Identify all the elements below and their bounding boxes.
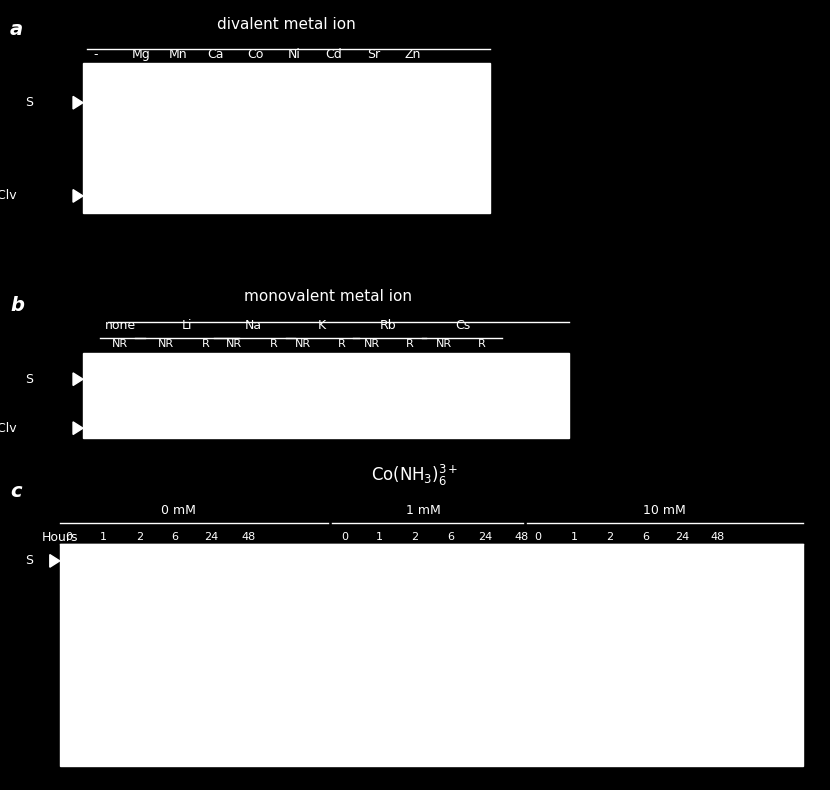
Text: R: R xyxy=(477,339,486,349)
Polygon shape xyxy=(73,190,83,202)
Text: -: - xyxy=(93,48,98,61)
Text: Cs: Cs xyxy=(456,319,471,332)
Text: 2: 2 xyxy=(136,532,143,542)
Text: NR: NR xyxy=(158,339,174,349)
Text: Mn: Mn xyxy=(169,48,188,61)
Text: Na: Na xyxy=(245,319,261,332)
Text: 5’ Clv: 5’ Clv xyxy=(0,190,17,202)
Text: 6: 6 xyxy=(447,532,454,542)
Text: c: c xyxy=(10,482,22,501)
Bar xyxy=(83,63,490,213)
Text: b: b xyxy=(10,296,24,315)
Text: Ca: Ca xyxy=(208,48,224,61)
Text: R: R xyxy=(338,339,346,349)
Text: R: R xyxy=(406,339,414,349)
Text: NR: NR xyxy=(226,339,242,349)
Text: NR: NR xyxy=(112,339,129,349)
Polygon shape xyxy=(73,422,83,434)
Text: 1 mM: 1 mM xyxy=(406,504,441,517)
Text: 2: 2 xyxy=(412,532,418,542)
Polygon shape xyxy=(50,555,60,567)
Text: Ni: Ni xyxy=(288,48,301,61)
Text: 10 mM: 10 mM xyxy=(642,504,686,517)
Text: 0: 0 xyxy=(341,532,348,542)
Polygon shape xyxy=(73,373,83,386)
Text: 2: 2 xyxy=(607,532,613,542)
Text: S: S xyxy=(25,555,33,567)
Text: 48: 48 xyxy=(514,532,529,542)
Text: Hours: Hours xyxy=(42,531,78,544)
Text: 5’ Clv: 5’ Clv xyxy=(0,422,17,434)
Text: 24: 24 xyxy=(204,532,219,542)
Text: 48: 48 xyxy=(710,532,725,542)
Text: 1: 1 xyxy=(376,532,383,542)
Text: 6: 6 xyxy=(642,532,649,542)
Text: 0 mM: 0 mM xyxy=(161,504,196,517)
Text: Co: Co xyxy=(247,48,264,61)
Text: NR: NR xyxy=(364,339,380,349)
Text: 48: 48 xyxy=(242,532,256,542)
Text: Cd: Cd xyxy=(325,48,342,61)
Text: none: none xyxy=(105,319,136,332)
Text: 0: 0 xyxy=(535,532,541,542)
Text: Rb: Rb xyxy=(380,319,397,332)
Text: R: R xyxy=(202,339,210,349)
Text: S: S xyxy=(25,96,33,109)
Text: Li: Li xyxy=(182,319,192,332)
Text: 24: 24 xyxy=(675,532,690,542)
Polygon shape xyxy=(73,96,83,109)
Text: R: R xyxy=(270,339,278,349)
Text: Co(NH$_3$)$_6^{3+}$: Co(NH$_3$)$_6^{3+}$ xyxy=(371,463,459,488)
Text: NR: NR xyxy=(295,339,311,349)
Text: a: a xyxy=(10,20,23,39)
Bar xyxy=(83,353,569,438)
Text: 0: 0 xyxy=(66,532,72,542)
Text: K: K xyxy=(318,319,326,332)
Text: 24: 24 xyxy=(478,532,493,542)
Text: Mg: Mg xyxy=(132,48,150,61)
Text: Sr: Sr xyxy=(367,48,380,61)
Bar xyxy=(60,544,803,766)
Text: 1: 1 xyxy=(100,532,107,542)
Text: 6: 6 xyxy=(171,532,178,542)
Text: Zn: Zn xyxy=(404,48,421,61)
Text: NR: NR xyxy=(436,339,452,349)
Text: 1: 1 xyxy=(571,532,578,542)
Text: monovalent metal ion: monovalent metal ion xyxy=(244,289,412,304)
Text: divalent metal ion: divalent metal ion xyxy=(217,17,356,32)
Text: S: S xyxy=(25,373,33,386)
